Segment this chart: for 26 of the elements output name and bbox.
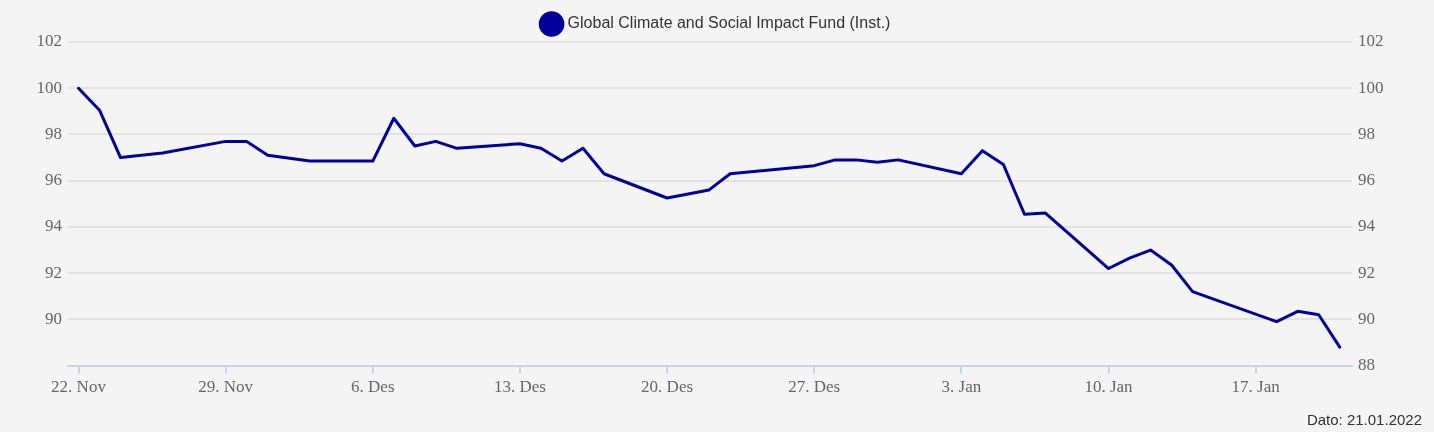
- y2-tick-label: 100: [1358, 77, 1384, 97]
- y2-tick-label: 94: [1358, 216, 1376, 236]
- y-tick-label: 100: [36, 77, 62, 97]
- x-tick-label: 13. Des: [493, 377, 546, 397]
- legend-label: Global Climate and Social Impact Fund (Inst.): [567, 14, 891, 32]
- text: Dato: 21.01.2022: [1306, 410, 1422, 428]
- x-tick-label: 10. Jan: [1084, 377, 1134, 397]
- x-tick-label: 29. Nov: [198, 377, 254, 397]
- x-tick-label: 17. Jan: [1231, 377, 1281, 397]
- x-tick-label: 3. Jan: [941, 377, 982, 397]
- y-tick-label: 94: [45, 216, 63, 236]
- y2-tick-label: 102: [1358, 31, 1384, 51]
- y-tick-label: 98: [45, 123, 62, 143]
- y2-tick-label: 90: [1358, 308, 1375, 328]
- y2-tick-label: 88: [1358, 355, 1375, 375]
- x-tick-label: 6. Des: [351, 377, 395, 397]
- x-tick-label: 22. Nov: [51, 377, 107, 397]
- y-tick-label: 102: [36, 31, 62, 51]
- x-tick-label: 27. Des: [788, 377, 841, 397]
- x-tick-label: 20. Des: [641, 377, 694, 397]
- y2-tick-label: 96: [1358, 170, 1375, 190]
- y2-tick-label: 92: [1358, 262, 1375, 282]
- y-tick-label: 92: [45, 262, 62, 282]
- y2-tick-label: 98: [1358, 123, 1375, 143]
- y-tick-label: 96: [45, 170, 62, 190]
- y-tick-label: 90: [45, 308, 62, 328]
